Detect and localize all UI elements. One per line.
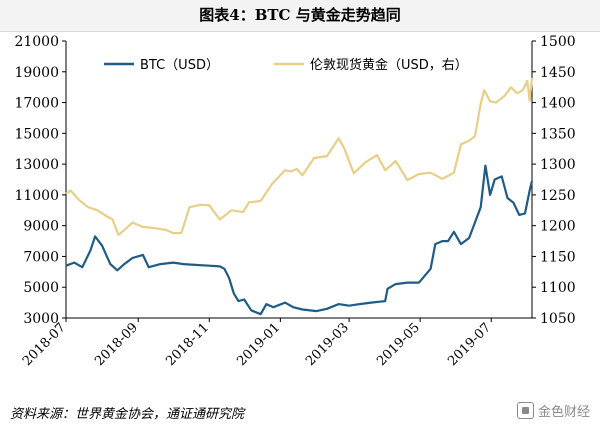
left-tick-label-8: 19000 (14, 65, 59, 81)
x-tick-label-2: 2018-11 (163, 320, 212, 369)
series-line-1 (65, 77, 534, 236)
legend-label-1: 伦敦现货黄金（USD，右） (310, 57, 468, 73)
left-tick-label-0: 3000 (23, 311, 59, 327)
left-tick-label-5: 13000 (14, 157, 59, 173)
right-tick-label-7: 1400 (540, 96, 576, 112)
right-tick-label-5: 1300 (540, 157, 576, 173)
left-tick-label-9: 21000 (14, 34, 59, 50)
right-tick-label-0: 1050 (540, 311, 576, 327)
x-tick-label-5: 2019-05 (374, 320, 423, 369)
left-tick-label-1: 5000 (23, 280, 59, 296)
right-tick-label-9: 1500 (540, 34, 576, 50)
series-line-0 (65, 164, 534, 316)
left-tick-label-3: 9000 (23, 219, 59, 235)
watermark: 金色财经 (516, 401, 590, 420)
left-tick-label-4: 11000 (14, 188, 59, 204)
title-bar (0, 0, 600, 32)
left-tick-label-2: 7000 (23, 249, 59, 265)
right-tick-label-4: 1250 (540, 188, 576, 204)
watermark-logo-icon (516, 402, 534, 419)
left-tick-label-6: 15000 (14, 126, 59, 142)
x-tick-label-4: 2019-03 (303, 320, 352, 369)
right-tick-label-6: 1350 (540, 126, 576, 142)
x-tick-label-0: 2018-07 (20, 320, 69, 369)
right-tick-label-8: 1450 (540, 65, 576, 81)
source-note: 资料来源：世界黄金协会，通证通研究院 (10, 407, 245, 422)
watermark-text: 金色财经 (537, 405, 590, 420)
x-tick-label-3: 2019-01 (234, 320, 283, 369)
x-tick-label-6: 2019-07 (445, 320, 494, 369)
chart-title: 图表4：BTC 与黄金走势趋同 (199, 6, 401, 24)
right-tick-label-2: 1150 (540, 249, 576, 265)
chart-area: 3000 5000 7000 9000 11000 13000 15000 17000 1900… (14, 34, 576, 369)
x-tick-label-1: 2018-09 (92, 320, 141, 369)
right-tick-label-1: 1100 (540, 280, 576, 296)
legend-label-0: BTC（USD） (140, 58, 219, 73)
right-tick-label-3: 1200 (540, 219, 576, 235)
left-tick-label-7: 17000 (14, 96, 59, 112)
